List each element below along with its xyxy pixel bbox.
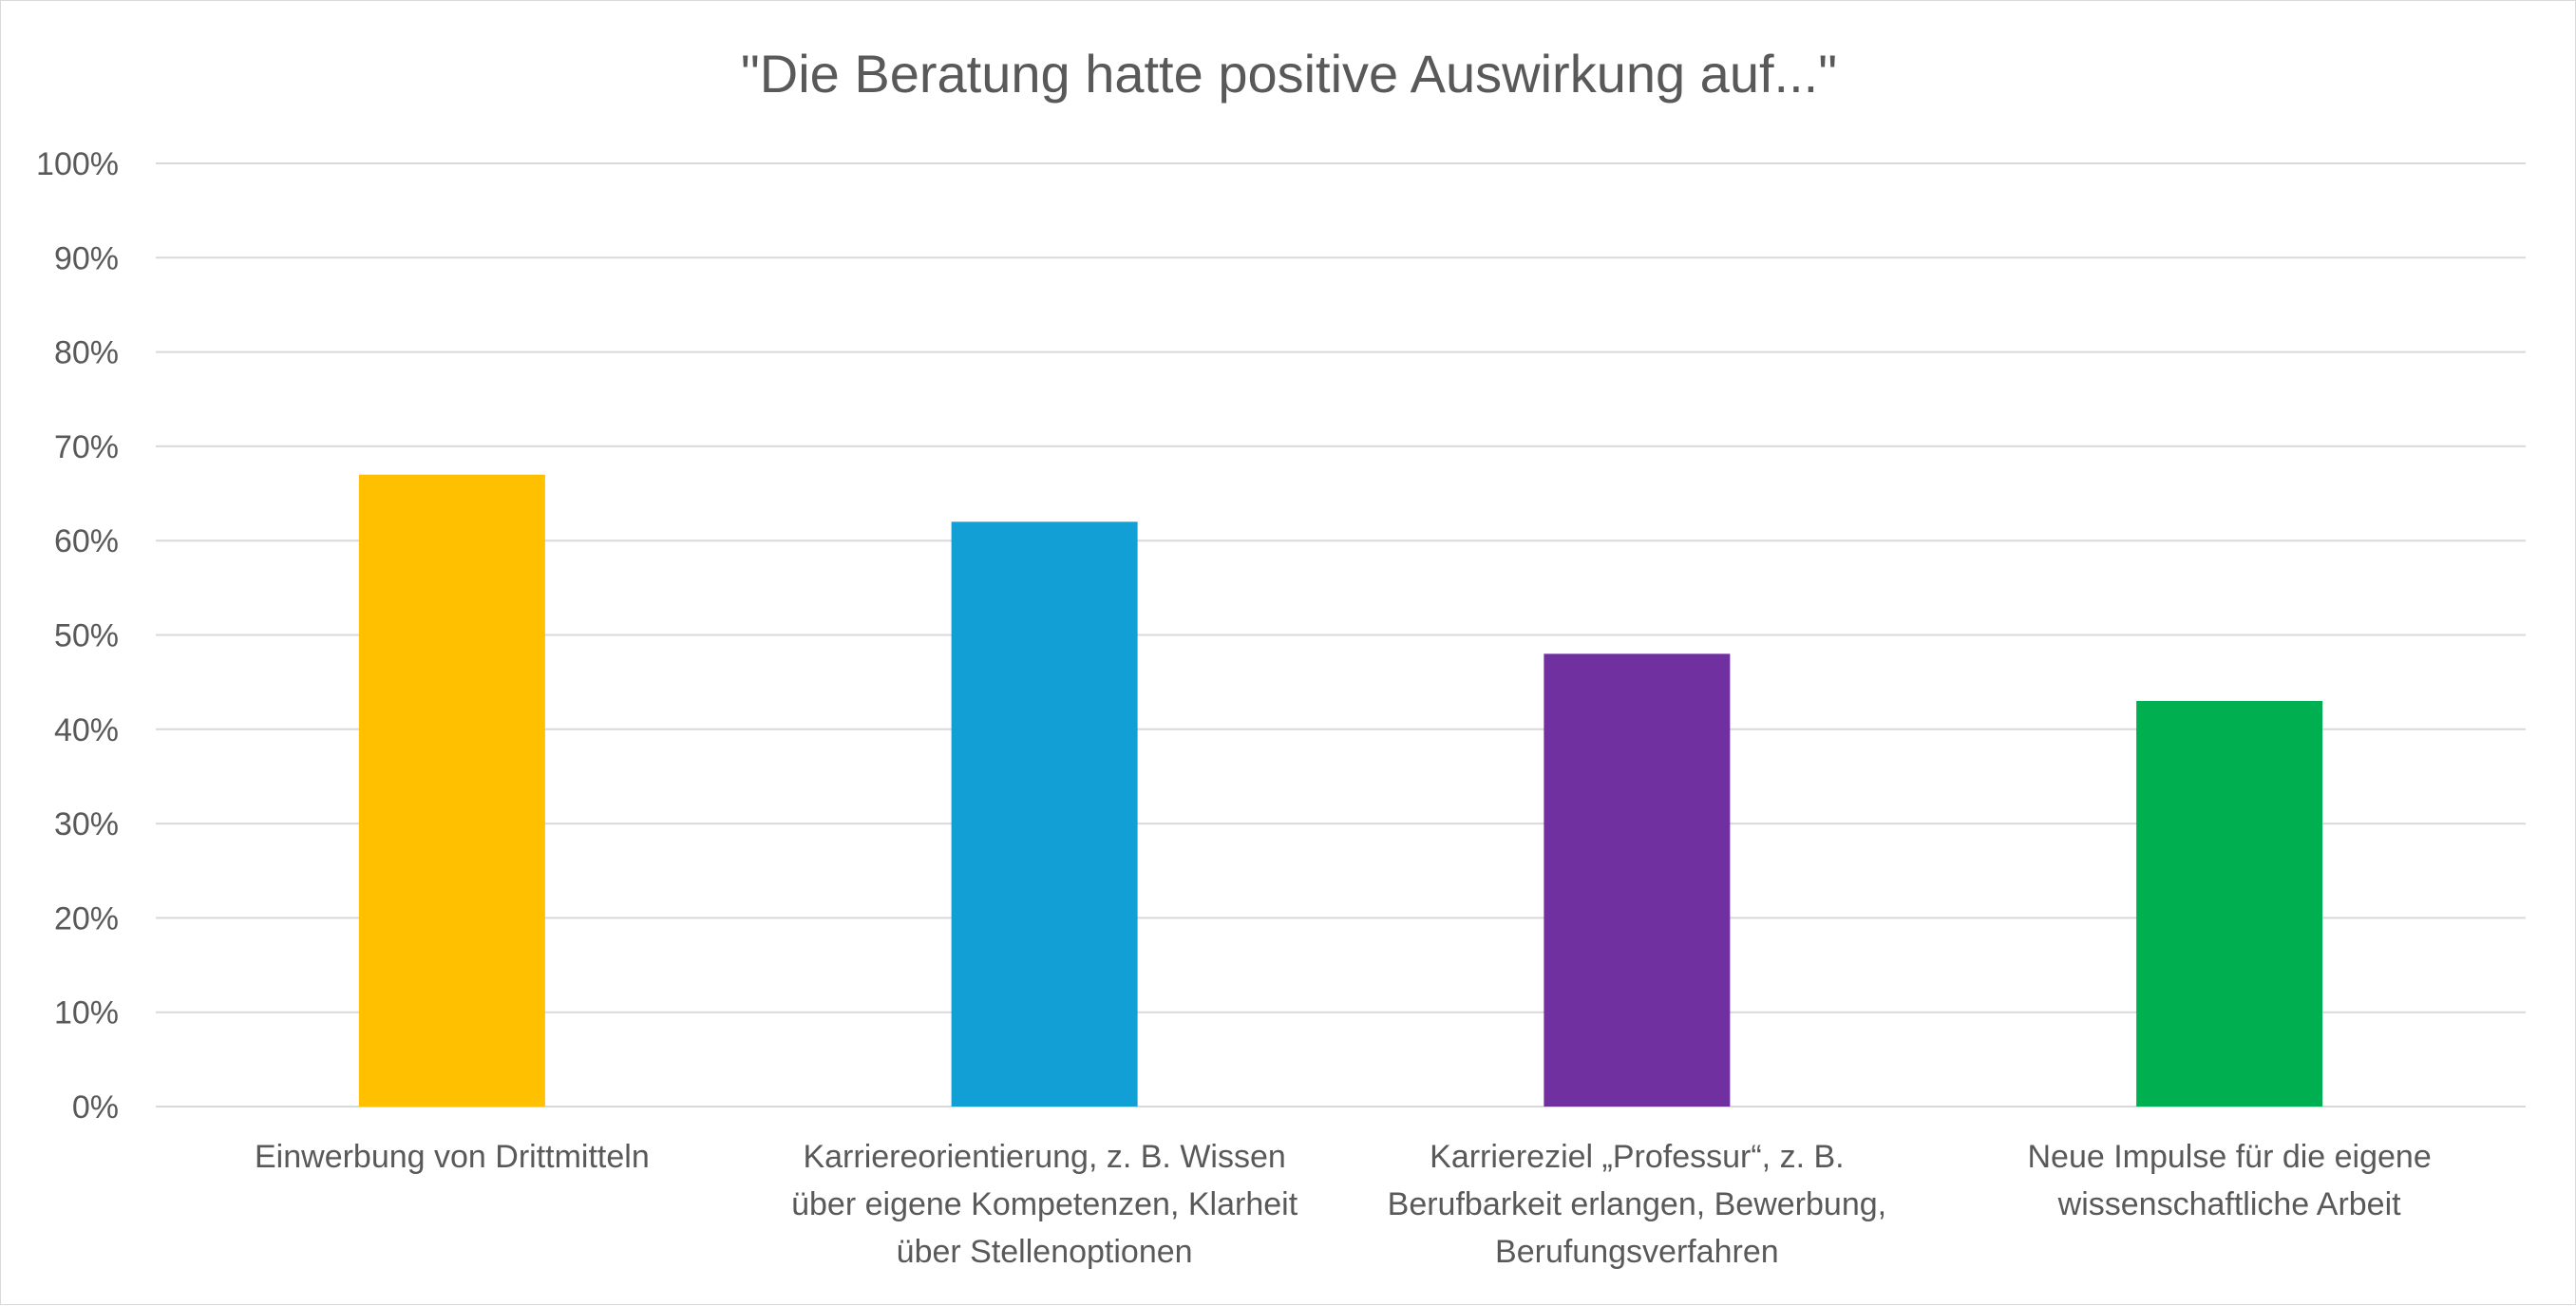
category-label-line: über Stellenoptionen	[897, 1234, 1193, 1270]
chart-title: "Die Beratung hatte positive Auswirkung …	[741, 44, 1837, 104]
category-label-line: Karriereziel „Professur“, z. B.	[1430, 1139, 1844, 1175]
category-label: Einwerbung von Drittmitteln	[255, 1139, 650, 1175]
y-tick-label: 60%	[54, 523, 119, 559]
bar	[2136, 701, 2323, 1107]
category-label-line: über eigene Kompetenzen, Klarheit	[791, 1186, 1298, 1222]
y-tick-label: 10%	[54, 995, 119, 1032]
gridlines	[156, 162, 2526, 1107]
y-tick-label: 80%	[54, 335, 119, 371]
y-tick-label: 70%	[54, 429, 119, 465]
y-tick-label: 90%	[54, 240, 119, 276]
category-label-line: Einwerbung von Drittmitteln	[255, 1139, 650, 1175]
category-label: Karriereziel „Professur“, z. B. Berufbark…	[1388, 1139, 1886, 1270]
category-label: Karriereorientierung, z. B. Wissen über e…	[791, 1139, 1298, 1270]
category-label-line: Neue Impulse für die eigene	[2027, 1139, 2431, 1175]
category-label-line: Berufungsverfahren	[1495, 1234, 1779, 1270]
y-tick-label: 100%	[36, 146, 119, 182]
y-tick-label: 50%	[54, 618, 119, 654]
y-tick-label: 20%	[54, 900, 119, 937]
bar	[1544, 653, 1731, 1107]
category-label: Neue Impulse für die eigene wissenschaftl…	[2027, 1139, 2431, 1222]
category-label-line: wissenschaftliche Arbeit	[2057, 1186, 2402, 1222]
y-axis-tick-labels: 0% 10% 20% 30% 40% 50% 60% 70% 80% 90% 100%	[36, 146, 119, 1126]
bar	[951, 521, 1138, 1107]
y-tick-label: 0%	[72, 1089, 119, 1126]
category-label-line: Karriereorientierung, z. B. Wissen	[803, 1139, 1285, 1175]
category-label-line: Berufbarkeit erlangen, Bewerbung,	[1388, 1186, 1886, 1222]
bars	[358, 474, 2323, 1107]
bar	[358, 474, 545, 1107]
x-axis-category-labels: Einwerbung von Drittmitteln Karriereorien…	[255, 1139, 2432, 1270]
y-tick-label: 30%	[54, 806, 119, 842]
y-tick-label: 40%	[54, 712, 119, 748]
